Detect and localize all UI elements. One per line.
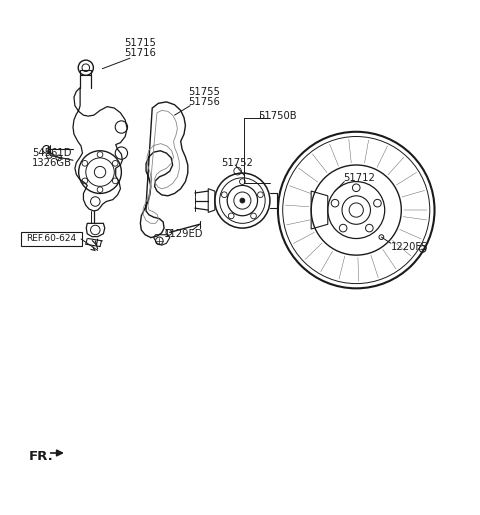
Text: 51750B: 51750B xyxy=(258,111,297,121)
Text: 51755: 51755 xyxy=(188,88,220,97)
Text: 54561D: 54561D xyxy=(32,148,72,158)
Text: 1220FS: 1220FS xyxy=(391,242,428,252)
Text: FR.: FR. xyxy=(29,450,54,464)
Text: REF.60-624: REF.60-624 xyxy=(26,234,76,244)
Text: 51715: 51715 xyxy=(124,38,156,48)
Text: 51712: 51712 xyxy=(343,173,375,183)
Circle shape xyxy=(240,198,245,203)
Text: 1129ED: 1129ED xyxy=(164,229,204,239)
Text: 51752: 51752 xyxy=(221,158,253,167)
Text: 51756: 51756 xyxy=(188,97,220,107)
Text: 51716: 51716 xyxy=(124,48,156,59)
Text: 1326GB: 1326GB xyxy=(32,158,72,167)
